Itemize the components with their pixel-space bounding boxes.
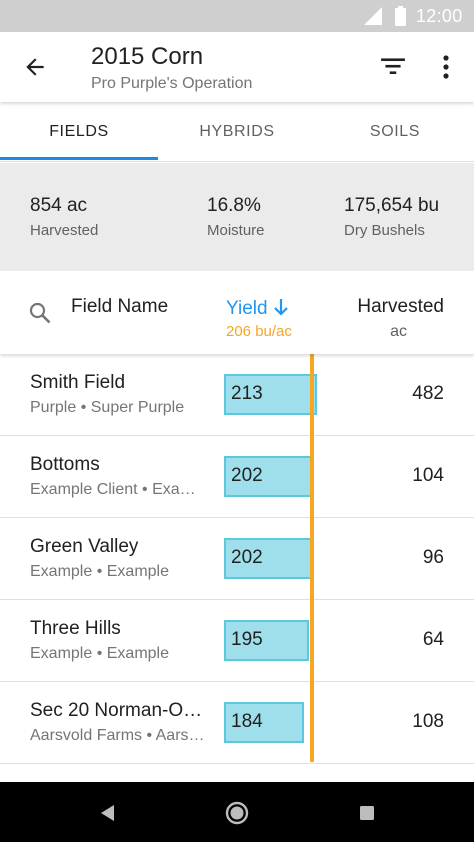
arrow-down-icon [274, 299, 288, 316]
tab-fields[interactable]: FIELDS [49, 123, 109, 140]
summary-moisture: 16.8% Moisture [207, 195, 265, 239]
field-row[interactable]: Bottoms Example Client • Example 202 104 [0, 436, 474, 518]
field-row[interactable]: Green Valley Example • Example 202 96 [0, 518, 474, 600]
harvested-value: 64 [422, 629, 444, 650]
harvested-value: 96 [422, 547, 444, 568]
tab-bar: FIELDS HYBRIDS SOILS [0, 102, 474, 162]
more-vert-icon[interactable] [436, 53, 456, 81]
field-name-header[interactable]: Field Name [71, 296, 169, 317]
system-nav-bar [0, 782, 474, 842]
summary-label: Harvested [30, 222, 99, 239]
status-time: 12:00 [416, 6, 463, 26]
harvested-unit: ac [390, 323, 407, 340]
yield-bar [224, 456, 312, 497]
field-subtitle: Example • Example [30, 645, 169, 662]
harvested-value: 108 [412, 711, 444, 732]
field-row[interactable]: Sec 20 Norman-Olson Aarsvold Farms • Aars… [0, 682, 474, 764]
summary-panel: 854 ac Harvested 16.8% Moisture 175,654 … [0, 163, 474, 271]
average-yield-line [310, 354, 314, 762]
yield-average: 206 bu/ac [226, 323, 292, 340]
summary-dry-bushels: 175,654 bu Dry Bushels [344, 195, 439, 239]
app-bar: 2015 Corn Pro Purple's Operation [0, 32, 474, 102]
field-row[interactable]: Smith Field Purple • Super Purple 213 482 [0, 354, 474, 436]
search-icon[interactable] [28, 301, 52, 325]
field-name: Smith Field [30, 372, 126, 393]
yield-value: 195 [231, 629, 263, 650]
summary-value: 175,654 bu [344, 195, 440, 216]
yield-bar [224, 374, 317, 415]
nav-recents-icon[interactable] [354, 800, 380, 826]
filter-icon[interactable] [380, 55, 406, 77]
summary-label: Dry Bushels [344, 222, 425, 239]
summary-value: 854 ac [30, 195, 88, 216]
field-subtitle: Example Client • Example [30, 481, 205, 498]
summary-label: Moisture [207, 222, 265, 239]
status-bar: 12:00 [0, 0, 474, 32]
nav-home-icon[interactable] [224, 800, 250, 826]
field-subtitle: Example • Example [30, 563, 169, 580]
summary-value: 16.8% [207, 195, 261, 216]
signal-icon [364, 7, 382, 25]
field-row[interactable]: Three Hills Example • Example 195 64 [0, 600, 474, 682]
harvested-value: 482 [412, 383, 444, 404]
field-list: Smith Field Purple • Super Purple 213 482 Bo… [0, 354, 474, 782]
active-tab-indicator [0, 157, 158, 160]
field-name: Green Valley [30, 536, 139, 557]
battery-icon [395, 6, 406, 26]
yield-value: 202 [231, 547, 263, 568]
nav-back-icon[interactable] [94, 800, 120, 826]
field-name: Bottoms [30, 454, 100, 475]
yield-header-label: Yield [226, 298, 268, 319]
page-title: 2015 Corn [91, 43, 204, 70]
field-subtitle: Aarsvold Farms • Aarsvold [30, 727, 205, 744]
yield-bar [224, 702, 304, 743]
back-arrow-icon[interactable] [22, 54, 48, 80]
yield-value: 202 [231, 465, 263, 486]
yield-bar [224, 620, 309, 661]
summary-harvested: 854 ac Harvested [30, 195, 98, 239]
harvested-value: 104 [412, 465, 444, 486]
yield-header[interactable]: Yield [226, 298, 289, 320]
tab-soils[interactable]: SOILS [369, 123, 421, 140]
page-subtitle: Pro Purple's Operation [91, 75, 253, 92]
yield-value: 213 [231, 383, 263, 404]
tab-hybrids[interactable]: HYBRIDS [199, 123, 275, 140]
harvested-header[interactable]: Harvested [357, 296, 444, 317]
yield-value: 184 [231, 711, 263, 732]
field-name: Sec 20 Norman-Olson [30, 700, 205, 721]
field-subtitle: Purple • Super Purple [30, 399, 185, 416]
column-header: Field Name Yield 206 bu/ac Harvested ac [0, 271, 474, 354]
field-name: Three Hills [30, 618, 121, 639]
